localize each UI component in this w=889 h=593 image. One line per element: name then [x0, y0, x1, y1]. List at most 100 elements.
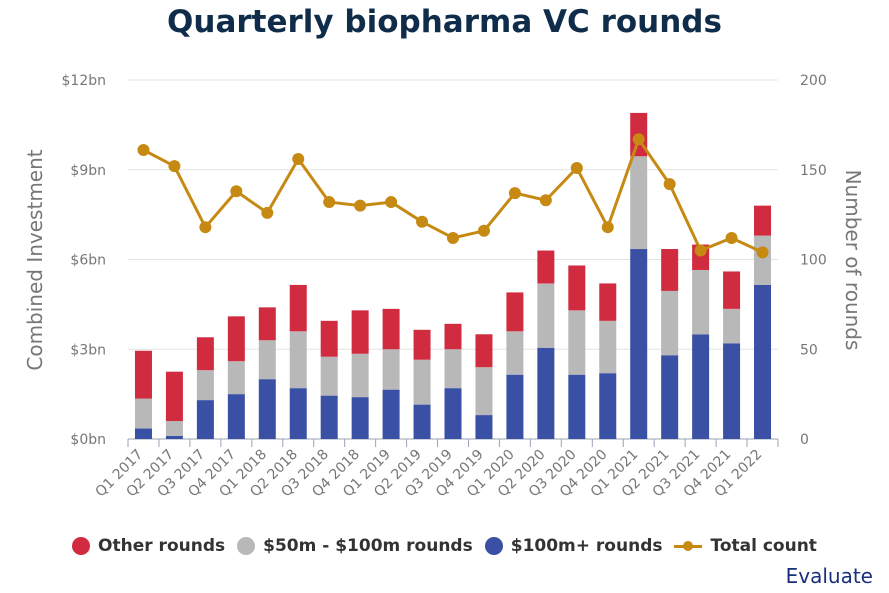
brand-logo: Evaluate	[785, 564, 873, 588]
total-count-point	[725, 231, 738, 244]
bar-100m-plus	[351, 397, 369, 439]
y2-tick-label: 100	[800, 253, 827, 269]
bar-100m-plus	[165, 436, 183, 439]
bar-other	[723, 271, 741, 309]
bar-other	[382, 308, 400, 350]
bar-100m-plus	[227, 394, 245, 439]
y2-tick-label: 150	[800, 163, 827, 179]
bar-other	[475, 334, 493, 368]
total-count-point	[261, 206, 274, 219]
bar-50-100m	[165, 421, 183, 437]
legend-item-other[interactable]: Other rounds	[72, 536, 225, 556]
legend-label-100m-plus: $100m+ rounds	[510, 536, 663, 556]
bar-other	[196, 337, 214, 371]
bar-100m-plus	[134, 428, 152, 439]
bar-other	[165, 371, 183, 422]
bar-50-100m	[382, 349, 400, 390]
bar-100m-plus	[258, 379, 276, 439]
bar-100m-plus	[413, 404, 431, 439]
bar-other	[444, 323, 462, 350]
bar-50-100m	[630, 156, 648, 250]
legend-label-total-count: Total count	[710, 536, 817, 556]
bar-50-100m	[444, 349, 462, 389]
bar-100m-plus	[537, 347, 555, 439]
total-count-line	[137, 133, 769, 259]
bar-100m-plus	[661, 355, 679, 439]
y-tick-label: $3bn	[70, 342, 106, 358]
bar-other	[351, 310, 369, 354]
legend-swatch-total-count	[674, 537, 703, 555]
bar-other	[289, 284, 307, 332]
bar-50-100m	[506, 331, 524, 375]
legend-swatch-50-100m	[237, 537, 256, 555]
legend-swatch-other	[72, 537, 91, 555]
total-count-point	[230, 185, 243, 198]
total-count-point	[385, 196, 398, 209]
bar-100m-plus	[444, 388, 462, 439]
legend-item-100m-plus[interactable]: $100m+ rounds	[484, 536, 663, 556]
bar-group	[134, 112, 772, 439]
legend-item-total-count[interactable]: Total count	[674, 536, 817, 556]
total-count-point	[477, 224, 490, 237]
bar-100m-plus	[289, 388, 307, 439]
total-count-point	[632, 133, 645, 146]
bar-50-100m	[537, 283, 555, 348]
bar-50-100m	[227, 361, 245, 395]
bar-other	[661, 249, 679, 291]
total-count-point	[663, 178, 676, 191]
bar-50-100m	[661, 290, 679, 356]
total-count-point	[323, 196, 336, 209]
bar-100m-plus	[754, 284, 772, 439]
bar-50-100m	[475, 367, 493, 416]
bar-other	[754, 205, 772, 236]
bar-50-100m	[413, 359, 431, 405]
bar-100m-plus	[723, 343, 741, 439]
bar-50-100m	[258, 340, 276, 380]
bar-50-100m	[289, 331, 307, 389]
bar-100m-plus	[630, 249, 648, 439]
y2-tick-label: 50	[800, 342, 818, 358]
chart-title: Quarterly biopharma VC rounds	[167, 4, 722, 40]
y-tick-label: $0bn	[70, 432, 106, 448]
total-count-point	[447, 231, 459, 244]
bar-100m-plus	[692, 334, 710, 439]
total-count-point	[601, 221, 614, 234]
y-tick-label: $6bn	[70, 253, 106, 269]
total-count-point	[508, 187, 521, 200]
bar-50-100m	[134, 398, 152, 429]
y2-axis-label: Number of rounds	[841, 170, 865, 351]
bar-100m-plus	[599, 373, 617, 439]
bar-other	[568, 265, 586, 311]
total-count-point	[570, 161, 583, 174]
bar-100m-plus	[320, 395, 338, 439]
total-count-point	[168, 160, 181, 173]
total-count-point	[539, 194, 552, 207]
bar-50-100m	[320, 356, 338, 396]
bar-other	[227, 316, 245, 362]
total-count-point	[199, 221, 212, 234]
bar-50-100m	[568, 310, 586, 375]
total-count-point	[694, 244, 707, 257]
bar-100m-plus	[568, 374, 586, 439]
total-count-point	[354, 199, 367, 212]
legend-swatch-100m-plus	[484, 537, 503, 555]
bar-100m-plus	[196, 400, 214, 439]
bar-100m-plus	[382, 389, 400, 439]
bar-100m-plus	[506, 374, 524, 439]
legend-label-50-100m: $50m - $100m rounds	[263, 536, 473, 556]
y-axis-label: Combined Investment	[23, 149, 47, 370]
bar-50-100m	[754, 235, 772, 285]
total-count-point	[292, 152, 305, 165]
y2-tick-label: 200	[800, 73, 827, 89]
total-count-point	[756, 246, 769, 259]
bar-other	[413, 329, 431, 360]
y2-tick-label: 0	[800, 432, 809, 448]
bar-other	[258, 307, 276, 341]
legend-item-50-100m[interactable]: $50m - $100m rounds	[237, 536, 473, 556]
bar-50-100m	[723, 308, 741, 344]
bar-other	[537, 250, 555, 284]
bar-50-100m	[196, 370, 214, 401]
bar-50-100m	[351, 353, 369, 398]
bar-100m-plus	[475, 415, 493, 439]
